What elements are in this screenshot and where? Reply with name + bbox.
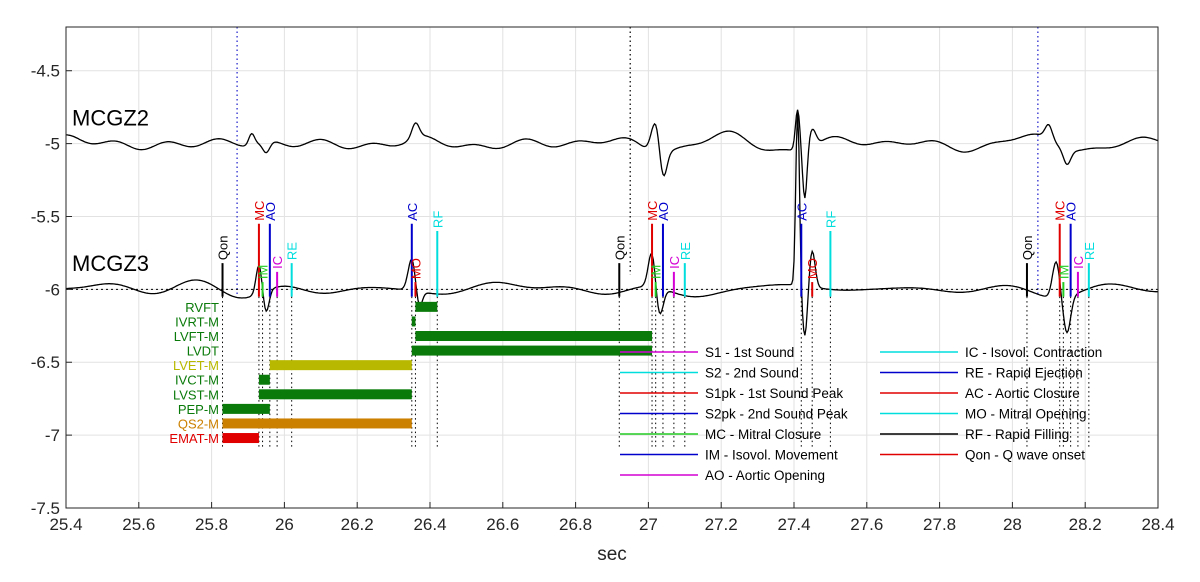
- legend-label: S1pk - 1st Sound Peak: [705, 386, 843, 401]
- y-tick-label: -5: [45, 135, 60, 154]
- interval-bar-qs2-m: [222, 418, 412, 429]
- event-label-re: RE: [678, 242, 693, 260]
- interval-label-ivrt-m: IVRT-M: [175, 314, 219, 329]
- x-tick-label: 27.2: [705, 515, 738, 534]
- interval-bar-lvet-m: [269, 360, 412, 371]
- event-label-mo: MO: [805, 258, 820, 279]
- event-label-ic: IC: [667, 256, 682, 269]
- interval-label-emat-m: EMAT-M: [169, 431, 219, 446]
- x-tick-label: 26.4: [413, 515, 446, 534]
- signal-traces: [66, 109, 1159, 336]
- event-label-ao: AO: [1064, 202, 1079, 221]
- interval-bar-rvft: [415, 301, 438, 312]
- legend-label: IC - Isovol. Contraction: [965, 345, 1102, 360]
- event-label-ac: AC: [794, 203, 809, 221]
- x-tick-label: 28: [1003, 515, 1022, 534]
- axes: 25.4 25.6 25.8 26 26.2 26.4 26.6 26.8 27 27.2 27.4…: [31, 26, 1175, 565]
- event-label-mc: MC: [1053, 201, 1068, 221]
- interval-bar-ivct-m: [258, 374, 270, 385]
- interval-bar-lvst-m: [258, 389, 412, 400]
- event-markers: QonMCIMAOICREACMORFQonMCIMAOICREACMORFQo…: [216, 201, 1097, 297]
- interval-bar-lvdt: [411, 345, 653, 356]
- x-tick-label: 26.2: [341, 515, 374, 534]
- series-line-mcgz2: [66, 109, 1159, 199]
- interval-label-lvft-m: LVFT-M: [174, 329, 219, 344]
- event-label-qon: Qon: [612, 236, 627, 261]
- interval-label-qs2-m: QS2-M: [178, 416, 219, 431]
- event-label-re: RE: [285, 242, 300, 260]
- x-tick-label: 26.8: [559, 515, 592, 534]
- legend-label: RF - Rapid Filling: [965, 427, 1069, 442]
- x-tick-label: 26.6: [486, 515, 519, 534]
- interval-label-pep-m: PEP-M: [178, 402, 219, 417]
- interval-bars: RVFTIVRT-MLVFT-MLVDTLVET-MIVCT-MLVST-MPE…: [169, 300, 653, 446]
- x-tick-label: 26: [275, 515, 294, 534]
- legend-label: S2 - 2nd Sound: [705, 366, 799, 381]
- x-tick-label: 27.4: [777, 515, 810, 534]
- event-label-ic: IC: [270, 256, 285, 269]
- interval-bar-ivrt-m: [411, 316, 416, 327]
- event-label-ao: AO: [656, 202, 671, 221]
- event-label-ic: IC: [1071, 256, 1086, 269]
- event-label-ac: AC: [405, 203, 420, 221]
- x-tick-label: 28.2: [1069, 515, 1102, 534]
- event-label-rf: RF: [430, 211, 445, 228]
- event-label-im: IM: [649, 265, 664, 279]
- interval-label-lvst-m: LVST-M: [173, 387, 219, 402]
- x-axis-label: sec: [597, 544, 627, 565]
- x-tick-label: 25.6: [122, 515, 155, 534]
- event-label-ao: AO: [263, 202, 278, 221]
- legend-label: Qon - Q wave onset: [965, 448, 1085, 463]
- interval-label-ivct-m: IVCT-M: [175, 373, 219, 388]
- y-tick-label: -6: [45, 280, 60, 299]
- event-label-rf: RF: [823, 211, 838, 228]
- series-labels: MCGZ2 MCGZ3: [72, 105, 149, 276]
- series-label-mcgz3: MCGZ3: [72, 251, 149, 276]
- interval-bar-emat-m: [222, 433, 259, 444]
- interval-label-rvft: RVFT: [185, 300, 219, 315]
- event-label-mc: MC: [252, 201, 267, 221]
- plot-frame: [65, 26, 1159, 509]
- legend-label: MC - Mitral Closure: [705, 427, 821, 442]
- event-label-qon: Qon: [216, 236, 231, 261]
- series-label-mcgz2: MCGZ2: [72, 105, 149, 130]
- event-label-re: RE: [1082, 242, 1097, 260]
- x-tick-label: 25.8: [195, 515, 228, 534]
- legend-label: S2pk - 2nd Sound Peak: [705, 407, 848, 422]
- interval-label-lvdt: LVDT: [187, 344, 219, 359]
- legend-label: RE - Rapid Ejection: [965, 366, 1083, 381]
- series-line-mcgz3: [66, 110, 1158, 336]
- y-tick-label: -6.5: [31, 353, 60, 372]
- interval-bar-pep-m: [222, 403, 270, 414]
- y-tick-label: -5.5: [31, 207, 60, 226]
- x-tick-label: 25.4: [49, 515, 82, 534]
- x-tick-label: 27.6: [850, 515, 883, 534]
- event-label-im: IM: [1056, 265, 1071, 279]
- y-tick-label: -4.5: [31, 62, 60, 81]
- legend: S1 - 1st Sound S2 - 2nd Sound S1pk - 1st S…: [620, 345, 1102, 483]
- legend-label: AO - Aortic Opening: [705, 468, 825, 483]
- legend-label: IM - Isovol. Movement: [705, 448, 838, 463]
- interval-label-lvet-m: LVET-M: [173, 358, 219, 373]
- legend-label: AC - Aortic Closure: [965, 386, 1080, 401]
- event-label-mc: MC: [645, 201, 660, 221]
- x-tick-label: 28.4: [1141, 515, 1174, 534]
- legend-label: S1 - 1st Sound: [705, 345, 794, 360]
- event-label-im: IM: [256, 265, 271, 279]
- x-tick-label: 27.8: [923, 515, 956, 534]
- interval-bar-lvft-m: [415, 331, 653, 342]
- event-label-qon: Qon: [1020, 236, 1035, 261]
- event-label-mo: MO: [408, 258, 423, 279]
- x-tick-label: 27: [639, 515, 658, 534]
- legend-label: MO - Mitral Opening: [965, 407, 1087, 422]
- y-tick-label: -7.5: [31, 499, 60, 518]
- y-tick-label: -7: [45, 426, 60, 445]
